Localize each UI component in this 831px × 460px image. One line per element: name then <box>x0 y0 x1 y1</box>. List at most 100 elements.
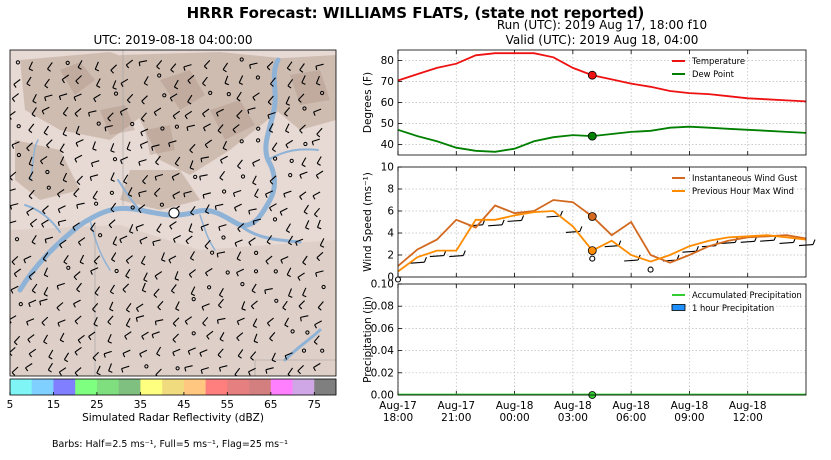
valid-time-label: Valid (UTC): 2019 Aug 18, 04:00 <box>505 33 699 47</box>
wind-barb-staff <box>297 365 304 372</box>
wind-barb-flag <box>174 163 179 167</box>
wind-barb-staff <box>59 239 67 246</box>
map-title: UTC: 2019-08-18 04:00:00 <box>93 33 253 47</box>
wind-barb-staff <box>287 288 293 297</box>
wind-barb-flag <box>279 211 283 216</box>
legend-swatch <box>671 304 686 311</box>
wind-barb-flag <box>285 144 289 149</box>
wind-barb-staff <box>271 352 276 361</box>
calm-wind-circle <box>221 235 226 240</box>
wind-barb-flag <box>64 359 69 363</box>
wind-barb-staff <box>253 333 258 342</box>
panel-frame <box>397 166 807 278</box>
wind-barb-flag <box>315 65 318 71</box>
wind-barb-flag <box>107 118 111 122</box>
wind-barb-flag <box>250 305 255 310</box>
wind-barb-flag <box>200 158 203 163</box>
wind-barb-staff <box>120 156 129 161</box>
wind-barb-flag <box>157 306 161 311</box>
wind-barb-staff <box>57 319 66 324</box>
wind-barb-staff <box>26 207 34 213</box>
wind-barb-flag <box>151 334 154 339</box>
panel-background <box>398 167 806 277</box>
wind-barb-flag <box>11 372 16 376</box>
wind-barb-flag <box>153 294 158 298</box>
wind-barb-staff <box>202 76 208 84</box>
wind-barb-staff <box>28 61 33 70</box>
wind-barb-staff <box>124 331 132 337</box>
wind-barb-flag <box>237 355 242 359</box>
wind-barb-flag <box>75 80 79 85</box>
wind-barb-flag <box>88 112 91 117</box>
wind-barb-staff <box>10 203 19 207</box>
wind-barb-staff <box>140 112 147 120</box>
wind-barb-staff <box>93 255 101 262</box>
barbs-note: Barbs: Half=2.5 ms⁻¹, Full=5 ms⁻¹, Flag=… <box>52 439 288 450</box>
wind-barb-staff <box>93 93 101 99</box>
panel-2: 0 2 4 6 8 10 Wind Speed (ms⁻¹) Instantaneous Wi… <box>362 162 816 284</box>
wind-barb-flag <box>140 118 145 122</box>
wind-barb-staff <box>11 255 19 263</box>
wind-barb-staff <box>41 219 49 225</box>
wind-barb-flag <box>124 335 128 340</box>
wind-barb-staff <box>62 172 67 181</box>
wind-barb-staff <box>299 63 305 71</box>
wind-barb-staff <box>39 298 48 302</box>
wind-barb-flag <box>311 141 314 146</box>
wind-barb-staff <box>154 271 163 277</box>
wind-barb-flag <box>74 113 79 117</box>
wind-barb-staff <box>301 157 307 165</box>
wind-barb-flag <box>154 321 157 326</box>
wind-barb-flag <box>222 147 227 151</box>
wind-barb-flag <box>93 323 98 327</box>
wind-barb-staff <box>285 123 290 132</box>
wind-barb-flag <box>135 317 138 322</box>
wind-barb-flag <box>107 340 112 344</box>
wind-barb-staff <box>215 203 224 207</box>
wind-barb-flag <box>93 261 98 265</box>
wind-barb-staff <box>125 302 132 311</box>
wind-barb-flag <box>224 82 229 86</box>
legend-label: Dew Point <box>692 69 735 79</box>
wind-barb-flag <box>190 293 196 297</box>
wind-barb-flag <box>111 258 116 262</box>
wind-barb-staff <box>449 255 464 258</box>
wind-barb-flag <box>76 132 81 136</box>
wind-barb-flag <box>253 340 258 344</box>
wind-barb-flag <box>41 110 45 115</box>
wind-barb-flag <box>156 353 161 357</box>
wind-barb-flag <box>314 213 318 218</box>
y-tick-label: 0.10 <box>371 279 394 291</box>
wind-barb-flag <box>10 352 13 357</box>
wind-barb-staff <box>250 300 258 307</box>
calm-wind-circle <box>114 268 119 274</box>
wind-barb-flag <box>88 336 92 341</box>
colorbar-swatch <box>314 379 337 395</box>
wind-barb-staff <box>171 172 180 178</box>
wind-barb-staff <box>200 223 209 228</box>
wind-barb-staff <box>219 170 226 179</box>
wind-barb-flag <box>110 150 115 153</box>
wind-barb-flag <box>168 259 172 264</box>
wind-barb-flag <box>153 112 157 116</box>
calm-wind-circle <box>301 348 307 353</box>
wind-barb-flag <box>43 341 48 345</box>
wind-barb-flag <box>302 262 307 266</box>
wind-barb-staff <box>189 251 195 259</box>
wind-barb-flag <box>184 115 188 120</box>
wind-barb-staff <box>31 107 37 115</box>
wind-barb-staff <box>187 74 195 81</box>
wind-barb-staff <box>721 241 736 244</box>
wind-barb-flag <box>236 258 241 262</box>
wind-barb-staff <box>234 367 241 375</box>
y-tick-label: 10 <box>381 162 394 174</box>
wind-barb-flag <box>201 306 205 311</box>
wind-barb-staff <box>57 282 65 287</box>
wind-barb-flag <box>58 371 62 376</box>
wind-barb-flag <box>56 285 59 290</box>
wind-barb-flag <box>156 229 161 234</box>
wind-barb-staff <box>11 366 19 373</box>
wind-barb-flag <box>57 322 60 327</box>
wind-barb-flag <box>171 176 175 181</box>
wind-barb-flag <box>171 290 175 294</box>
